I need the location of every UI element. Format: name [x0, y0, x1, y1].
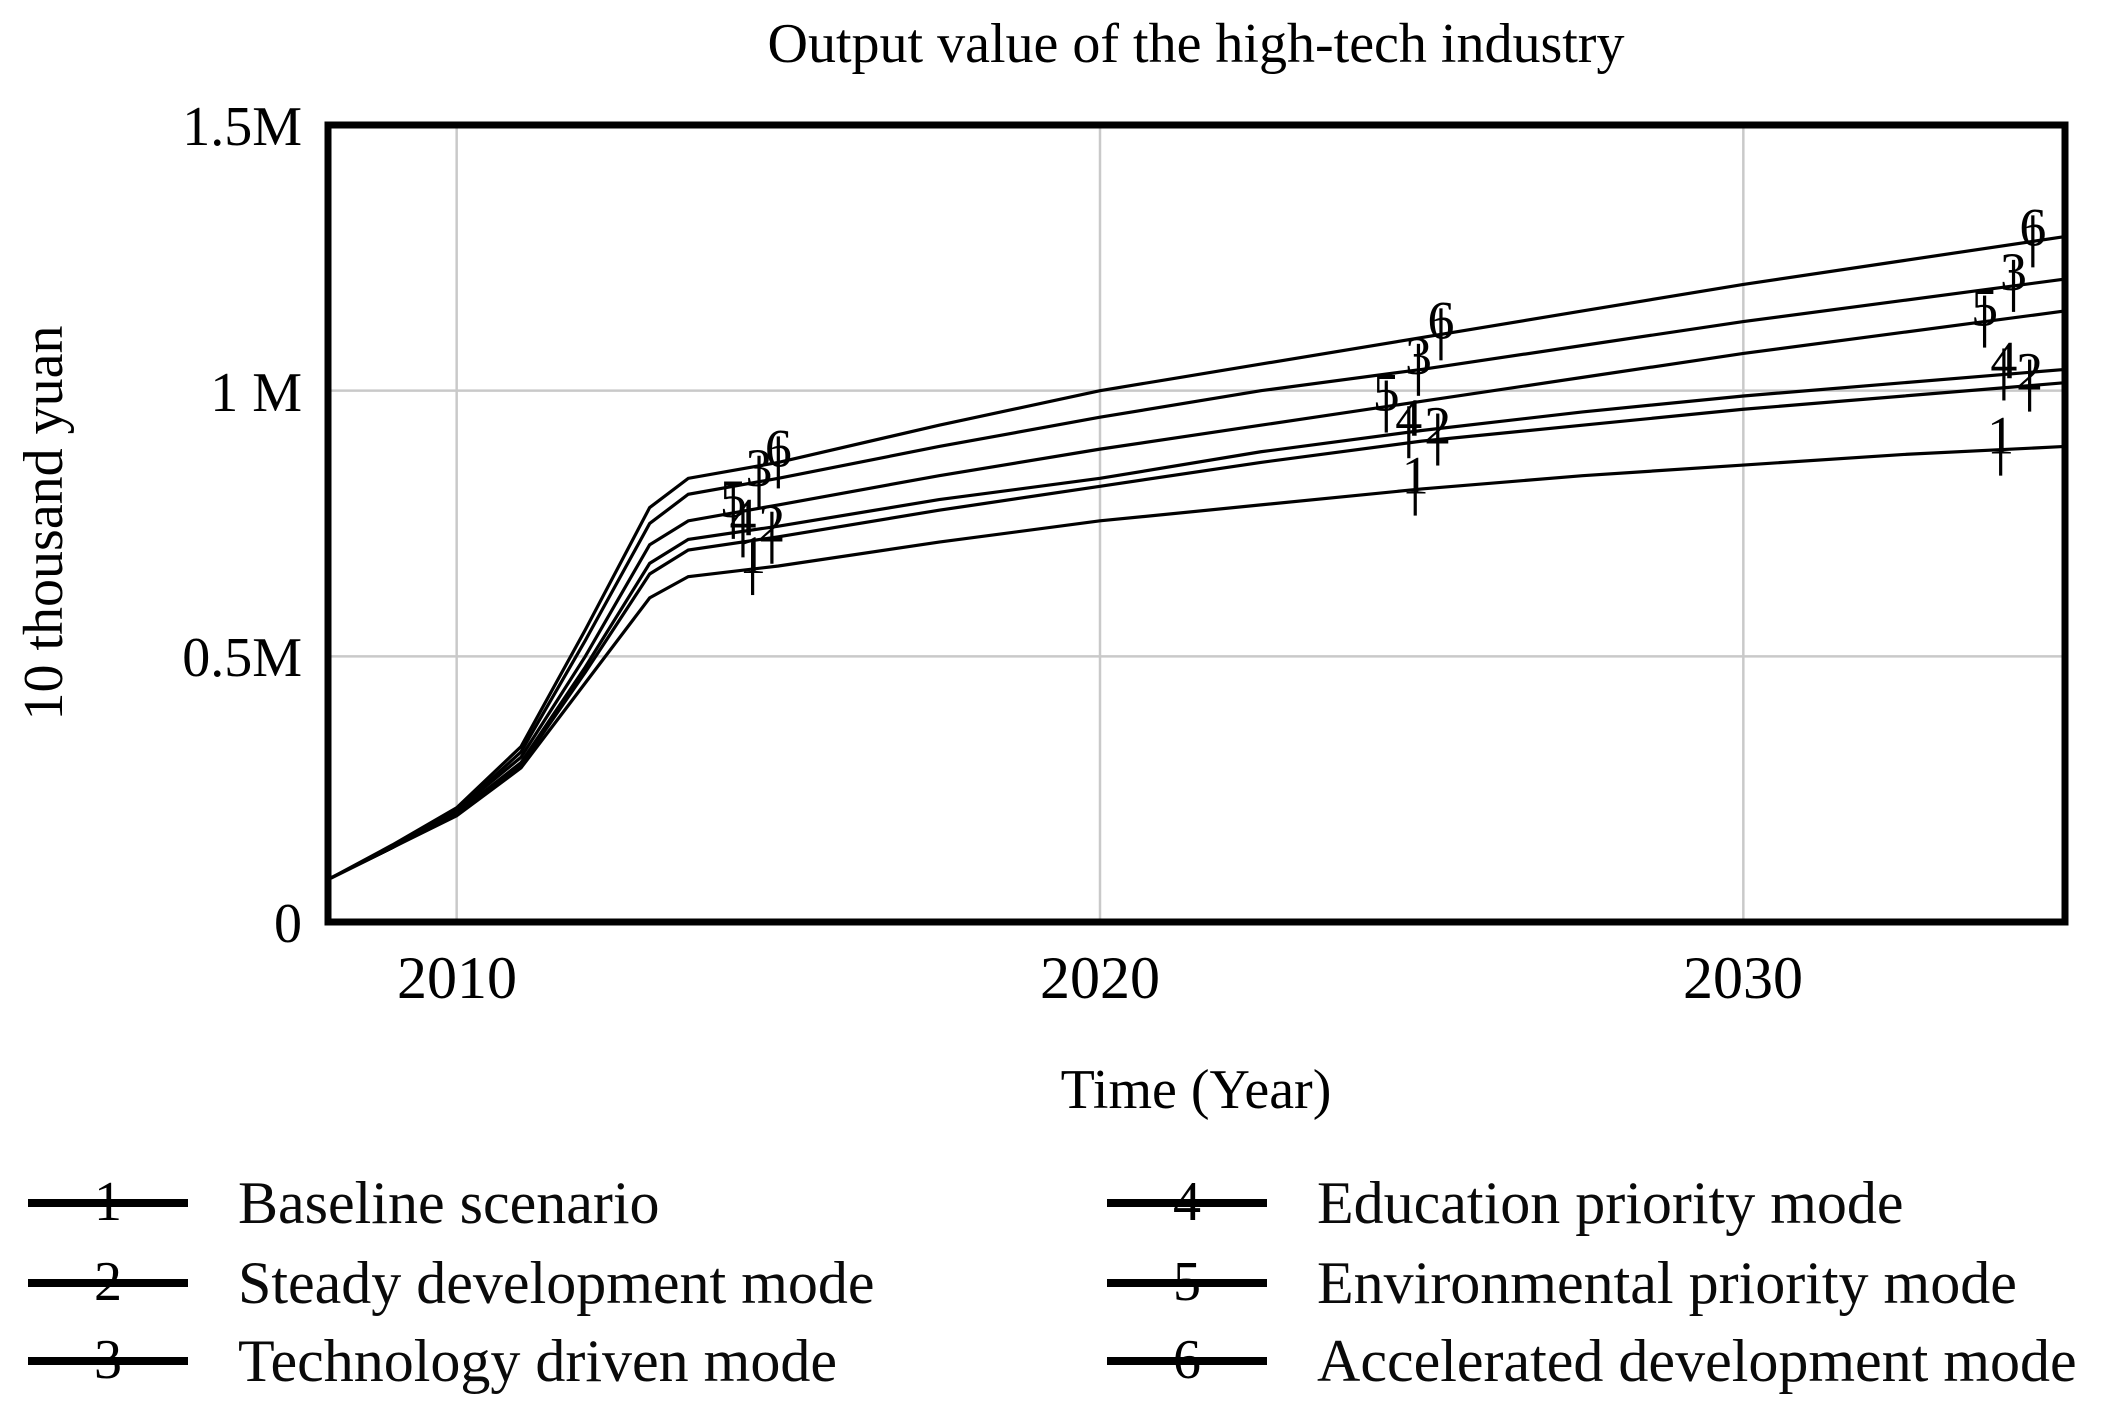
data-curves: [327, 234, 2066, 881]
x-axis-title: Time (Year): [1061, 1059, 1332, 1121]
curve-label-6: 6: [2019, 197, 2046, 257]
curve-label-5: 5: [1373, 363, 1400, 423]
chart-title: Output value of the high-tech industry: [768, 13, 1625, 75]
y-tick-label-0: 0: [274, 893, 302, 955]
gridlines: [328, 125, 2065, 922]
curve-label-4: 4: [1990, 330, 2017, 390]
curve-label-3: 3: [1405, 326, 1432, 386]
curve-label-3: 3: [746, 438, 773, 498]
plot-frame: [324, 121, 2069, 926]
x-tick-label-2010: 2010: [397, 945, 517, 1011]
curve-6: [327, 234, 2066, 881]
curve-1: [327, 444, 2066, 881]
curve-3: [327, 277, 2066, 881]
curve-label-2: 2: [1424, 396, 1451, 456]
curve-4: [327, 367, 2066, 881]
curve-label-5: 5: [720, 469, 747, 529]
curve-label-2: 2: [758, 494, 785, 554]
x-tick-label-2020: 2020: [1040, 945, 1160, 1011]
curve-label-3: 3: [2000, 242, 2027, 302]
y-tick-label-0-5m: 0.5M: [182, 627, 302, 689]
curve-label-1: 1: [1402, 446, 1429, 506]
curve-label-4: 4: [1395, 388, 1422, 448]
y-axis-title: 10 thousand yuan: [13, 325, 75, 720]
curve-5: [327, 309, 2066, 881]
x-tick-label-2030: 2030: [1683, 945, 1803, 1011]
curve-2: [327, 381, 2066, 881]
y-tick-label-1m: 1 M: [210, 362, 302, 424]
curve-label-6: 6: [765, 418, 792, 478]
curve-label-5: 5: [1971, 278, 1998, 338]
curve-label-6: 6: [1427, 290, 1454, 350]
y-tick-label-1-5m: 1.5M: [182, 96, 302, 158]
curve-label-2: 2: [2016, 342, 2043, 402]
curve-label-1: 1: [1987, 406, 2014, 466]
